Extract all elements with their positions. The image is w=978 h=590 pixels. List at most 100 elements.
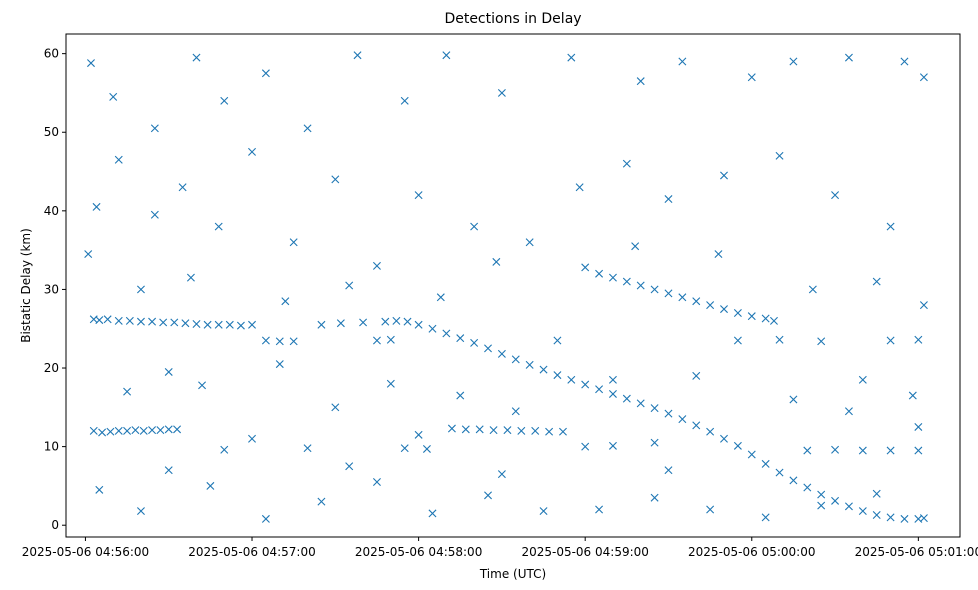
data-point-marker (872, 511, 881, 519)
data-point-marker (595, 385, 604, 394)
data-point-marker (492, 257, 501, 266)
data-point-marker (248, 320, 257, 329)
data-point-marker (236, 321, 245, 330)
data-point-marker (436, 293, 445, 302)
data-point-marker (317, 497, 326, 506)
data-point-marker (761, 513, 770, 522)
data-point-marker (131, 426, 140, 435)
data-point-marker (422, 444, 431, 453)
data-point-marker (173, 425, 182, 434)
data-point-marker (400, 96, 409, 105)
data-point-marker (650, 493, 659, 502)
data-point-marker (106, 427, 115, 436)
data-point-marker (345, 281, 354, 290)
data-point-marker (525, 360, 534, 369)
data-point-marker (581, 263, 590, 272)
data-point-marker (447, 424, 456, 433)
data-point-marker (470, 222, 479, 231)
data-point-marker (331, 175, 340, 184)
data-point-marker (858, 507, 867, 516)
data-markers (84, 51, 928, 523)
data-point-marker (114, 426, 123, 435)
y-axis-label: Bistatic Delay (km) (19, 228, 33, 343)
data-point-marker (150, 210, 159, 219)
data-point-marker (98, 428, 107, 437)
data-point-marker (414, 430, 423, 439)
data-point-marker (775, 335, 784, 344)
data-point-marker (919, 301, 928, 310)
data-point-marker (692, 421, 701, 430)
data-point-marker (150, 124, 159, 133)
data-point-marker (261, 69, 270, 78)
data-point-marker (159, 318, 168, 327)
data-point-marker (484, 344, 493, 353)
x-axis-label: Time (UTC) (479, 567, 546, 581)
data-point-marker (545, 427, 554, 436)
data-point-marker (720, 171, 728, 180)
data-point-marker (664, 466, 673, 475)
data-point-marker (275, 360, 284, 369)
data-point-marker (220, 445, 229, 454)
data-point-marker (886, 336, 895, 345)
data-point-marker (470, 338, 479, 347)
data-point-marker (789, 476, 798, 485)
data-point-marker (789, 395, 798, 404)
data-point-marker (803, 483, 812, 492)
data-point-marker (261, 514, 270, 523)
data-point-marker (581, 442, 590, 451)
data-point-marker (114, 155, 123, 164)
data-point-marker (844, 53, 853, 62)
data-point-marker (461, 425, 470, 434)
x-tick-label: 2025-05-06 04:57:00 (188, 545, 315, 559)
data-point-marker (706, 427, 715, 436)
data-point-marker (631, 242, 640, 251)
data-point-marker (192, 53, 201, 62)
data-point-marker (372, 261, 381, 270)
data-point-marker (139, 426, 148, 435)
data-point-marker (831, 445, 840, 454)
data-point-marker (886, 222, 895, 231)
data-point-marker (164, 367, 173, 376)
data-point-marker (769, 316, 778, 325)
data-point-marker (275, 337, 284, 346)
data-point-marker (692, 297, 701, 306)
data-point-marker (567, 375, 576, 384)
data-point-marker (136, 317, 145, 326)
data-point-marker (386, 335, 395, 344)
data-point-marker (248, 434, 257, 443)
data-point-marker (164, 425, 173, 434)
data-point-marker (844, 407, 853, 416)
data-point-marker (475, 425, 484, 434)
data-point-marker (442, 329, 451, 338)
data-point-marker (136, 507, 145, 516)
data-point-marker (858, 375, 867, 384)
data-point-marker (919, 73, 928, 82)
x-tick-label: 2025-05-06 05:01:00 (855, 545, 978, 559)
data-point-marker (414, 191, 423, 200)
data-point-marker (109, 92, 118, 101)
data-point-marker (456, 334, 465, 343)
data-point-marker (733, 309, 742, 317)
y-tick-label: 30 (44, 282, 59, 296)
data-point-marker (622, 394, 631, 403)
data-point-marker (303, 444, 312, 453)
data-point-marker (89, 426, 98, 435)
y-tick-label: 40 (44, 204, 59, 218)
x-tick-label: 2025-05-06 05:00:00 (688, 545, 815, 559)
data-point-marker (503, 426, 512, 435)
data-point-marker (489, 426, 498, 435)
data-point-marker (622, 159, 631, 168)
data-point-marker (206, 481, 215, 490)
data-point-marker (289, 337, 298, 346)
data-point-marker (386, 379, 395, 388)
data-point-marker (706, 301, 715, 310)
data-point-marker (714, 250, 723, 259)
data-point-marker (692, 371, 701, 380)
data-point-marker (214, 222, 223, 231)
data-point-marker (678, 293, 687, 302)
data-point-marker (442, 51, 451, 60)
data-point-marker (114, 316, 123, 325)
data-point-marker (817, 337, 826, 346)
data-point-marker (678, 415, 687, 424)
